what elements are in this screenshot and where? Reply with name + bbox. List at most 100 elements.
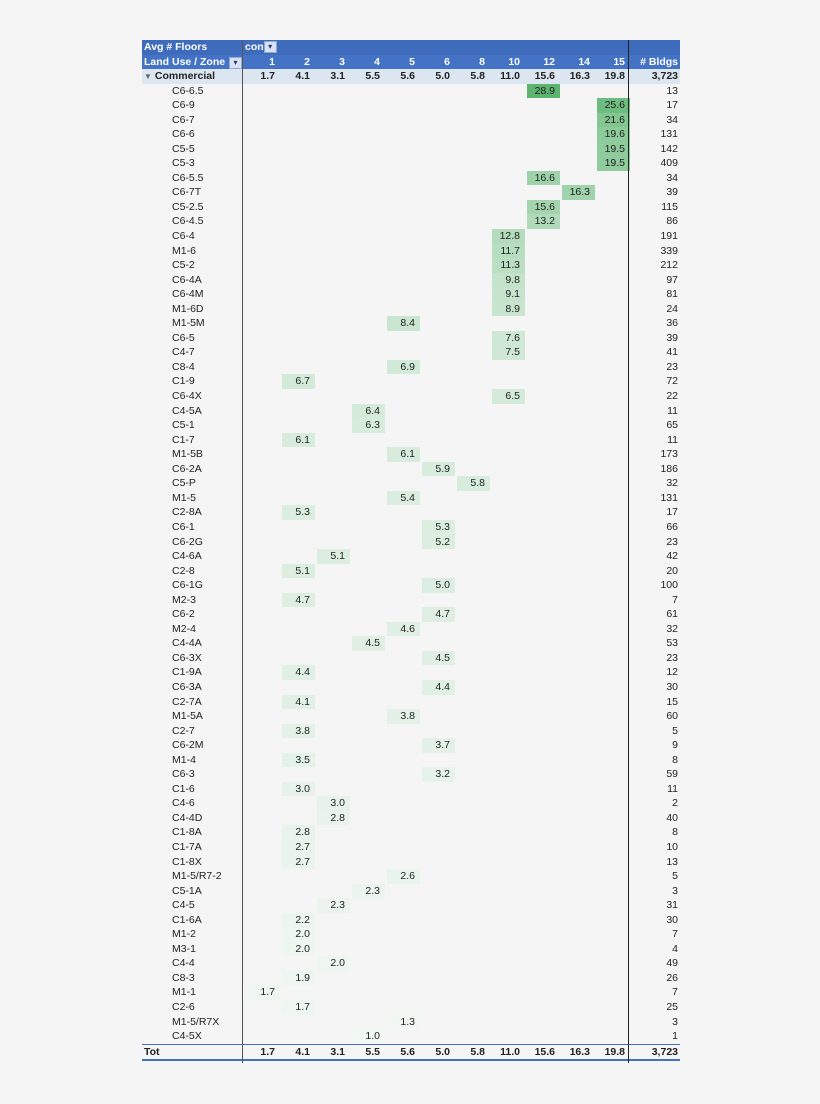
table-row[interactable]: C2-7A 4.1 15 xyxy=(142,694,680,710)
table-row[interactable]: C1-6 3.0 11 xyxy=(142,781,680,797)
table-row[interactable]: C5-P 5.8 32 xyxy=(142,476,680,491)
table-row[interactable]: C6-4.5 13.2 86 xyxy=(142,214,680,230)
table-row[interactable]: C1-7 6.1 11 xyxy=(142,432,680,448)
table-row[interactable]: C6-5.5 16.6 34 xyxy=(142,170,680,186)
bldgs-cell: 5 xyxy=(672,724,678,737)
table-row[interactable]: C5-1 6.3 65 xyxy=(142,418,680,433)
table-row[interactable]: C4-4D 2.8 40 xyxy=(142,810,680,826)
table-row[interactable]: M1-5/R7X 1.3 3 xyxy=(142,1014,680,1030)
table-row[interactable]: M1-5 5.4 131 xyxy=(142,490,680,506)
table-row[interactable]: C5-5 19.5 142 xyxy=(142,141,680,157)
table-row[interactable]: C6-6 19.6 131 xyxy=(142,127,680,142)
collapse-triangle-icon[interactable]: ▼ xyxy=(144,72,152,81)
column-header: 3 xyxy=(339,55,345,68)
table-row[interactable]: M1-5B 6.1 173 xyxy=(142,447,680,462)
table-row[interactable]: C4-5 2.3 31 xyxy=(142,898,680,913)
bldgs-cell: 40 xyxy=(666,811,678,824)
table-row[interactable]: C1-7A 2.7 10 xyxy=(142,839,680,855)
table-row[interactable]: C6-4 12.8 191 xyxy=(142,229,680,244)
bldgs-cell: 8 xyxy=(672,753,678,766)
total-label: Tot xyxy=(144,1045,160,1058)
group-row-commercial[interactable]: ▼ Commercial 3,723 1.7 4.1 3.1 5.5 5.6 5.0 5.8 1… xyxy=(142,69,680,84)
table-row[interactable]: M1-2 2.0 7 xyxy=(142,927,680,942)
table-row[interactable]: M1-5A 3.8 60 xyxy=(142,709,680,724)
table-row[interactable]: C6-9 25.6 17 xyxy=(142,98,680,113)
table-row[interactable]: C6-2G 5.2 23 xyxy=(142,534,680,550)
table-row[interactable]: M2-3 4.7 7 xyxy=(142,592,680,608)
table-row[interactable]: C4-5A 6.4 11 xyxy=(142,403,680,419)
total-value-cell: 15.6 xyxy=(534,1045,555,1058)
table-row[interactable]: M1-5/R7-2 2.6 5 xyxy=(142,869,680,884)
table-row[interactable]: C6-2A 5.9 186 xyxy=(142,461,680,477)
zone-label: C1-8X xyxy=(172,855,202,868)
value-cell: 1.9 xyxy=(282,970,315,986)
bldgs-cell: 7 xyxy=(672,928,678,941)
bldgs-cell: 2 xyxy=(672,797,678,810)
table-row[interactable]: C6-3 3.2 59 xyxy=(142,767,680,782)
value-cell: 5.2 xyxy=(422,534,455,550)
table-row[interactable]: C8-4 6.9 23 xyxy=(142,359,680,375)
table-row[interactable]: C1-6A 2.2 30 xyxy=(142,912,680,928)
total-value-cell: 16.3 xyxy=(569,1045,590,1058)
table-row[interactable]: C4-4 2.0 49 xyxy=(142,956,680,971)
table-row[interactable]: C5-3 19.5 409 xyxy=(142,156,680,171)
filter-dropdown-icon[interactable]: ▾ xyxy=(229,56,242,69)
table-row[interactable]: M1-5M 8.4 36 xyxy=(142,316,680,331)
table-row[interactable]: C8-3 1.9 26 xyxy=(142,970,680,986)
value-cell: 16.6 xyxy=(527,170,560,186)
table-row[interactable]: M2-4 4.6 32 xyxy=(142,621,680,637)
bldgs-cell: 30 xyxy=(666,913,678,926)
table-row[interactable]: C6-2 4.7 61 xyxy=(142,607,680,622)
table-row[interactable]: C5-2.5 15.6 115 xyxy=(142,199,680,215)
table-row[interactable]: C2-6 1.7 25 xyxy=(142,1000,680,1015)
table-row[interactable]: M1-4 3.5 8 xyxy=(142,752,680,768)
table-row[interactable]: C4-5X 1.0 1 xyxy=(142,1029,680,1044)
table-row[interactable]: C6-7 21.6 34 xyxy=(142,112,680,128)
table-row[interactable]: M3-1 2.0 4 xyxy=(142,941,680,957)
bldgs-cell: 25 xyxy=(666,1001,678,1013)
value-cell: 2.0 xyxy=(282,941,315,957)
bldgs-cell: 12 xyxy=(666,666,678,679)
table-row[interactable]: C1-9 6.7 72 xyxy=(142,374,680,390)
table-row[interactable]: C4-6 3.0 2 xyxy=(142,796,680,811)
table-row[interactable]: C5-1A 2.3 3 xyxy=(142,883,680,899)
table-row[interactable]: C2-8 5.1 20 xyxy=(142,563,680,579)
table-row[interactable]: C6-4A 9.8 97 xyxy=(142,272,680,288)
column-field-filter[interactable]: con ▾ xyxy=(245,40,285,55)
table-row[interactable]: C1-8A 2.8 8 xyxy=(142,825,680,840)
zone-label: M1-5/R7X xyxy=(172,1015,220,1028)
value-cell: 4.5 xyxy=(422,650,455,666)
table-row[interactable]: C4-4A 4.5 53 xyxy=(142,636,680,651)
table-row[interactable]: C6-4M 9.1 81 xyxy=(142,287,680,302)
group-label[interactable]: ▼ Commercial xyxy=(144,69,215,85)
table-row[interactable]: C6-7T 16.3 39 xyxy=(142,185,680,200)
table-row[interactable]: C1-8X 2.7 13 xyxy=(142,854,680,870)
zone-label: C2-8 xyxy=(172,564,195,577)
value-cell: 5.8 xyxy=(457,476,490,491)
table-row[interactable]: C4-6A 5.1 42 xyxy=(142,549,680,564)
zone-label: M1-1 xyxy=(172,986,196,999)
table-row[interactable]: M1-6D 8.9 24 xyxy=(142,301,680,317)
table-row[interactable]: C6-5 7.6 39 xyxy=(142,330,680,346)
table-row[interactable]: C2-7 3.8 5 xyxy=(142,723,680,739)
table-row[interactable]: C6-3X 4.5 23 xyxy=(142,650,680,666)
table-row[interactable]: C6-1 5.3 66 xyxy=(142,519,680,535)
value-cell: 9.1 xyxy=(492,287,525,302)
filter-dropdown-icon[interactable]: ▾ xyxy=(263,41,277,54)
table-row[interactable]: C6-3A 4.4 30 xyxy=(142,679,680,695)
table-row[interactable]: C2-8A 5.3 17 xyxy=(142,505,680,520)
table-row[interactable]: C6-1G 5.0 100 xyxy=(142,578,680,593)
group-value-cell: 5.0 xyxy=(435,70,450,82)
table-row[interactable]: C6-2M 3.7 9 xyxy=(142,738,680,753)
bldgs-cell: 81 xyxy=(666,288,678,301)
table-row[interactable]: C6-4X 6.5 22 xyxy=(142,389,680,404)
pivot-header-row-2: Land Use / Zone ▾ # Bldgs 1 2 3 4 5 6 8 10 12 14 1… xyxy=(142,54,680,69)
bldgs-cell: 100 xyxy=(660,579,678,592)
table-row[interactable]: C5-2 11.3 212 xyxy=(142,258,680,273)
table-row[interactable]: C1-9A 4.4 12 xyxy=(142,665,680,680)
group-value-cell: 16.3 xyxy=(569,70,590,82)
table-row[interactable]: M1-6 11.7 339 xyxy=(142,243,680,259)
table-row[interactable]: C6-6.5 28.9 13 xyxy=(142,83,680,99)
table-row[interactable]: C4-7 7.5 41 xyxy=(142,345,680,360)
table-row[interactable]: M1-1 1.7 7 xyxy=(142,985,680,1000)
